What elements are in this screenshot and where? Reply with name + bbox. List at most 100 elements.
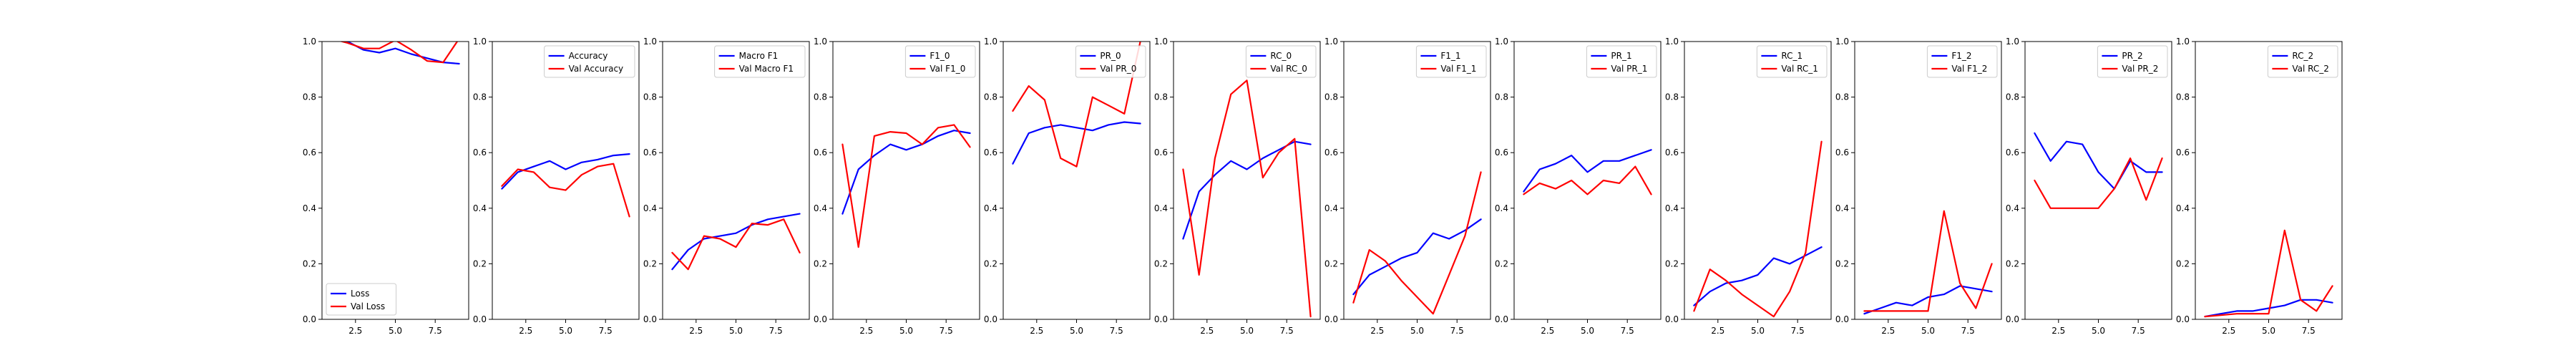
y-tick-label: 0.2 xyxy=(1665,258,1679,268)
y-tick-label: 0.2 xyxy=(2006,258,2019,268)
plot-frame xyxy=(2024,41,2172,320)
legend: RC_0 Val RC_0 xyxy=(1245,45,1317,78)
x-tick-label: 7.5 xyxy=(1450,326,1464,336)
x-tick-label: 5.0 xyxy=(1921,326,1935,336)
y-tick-label: 0.2 xyxy=(2176,258,2190,268)
series-line xyxy=(841,130,971,215)
legend: F1_2 Val F1_2 xyxy=(1926,45,1998,78)
y-tick-label: 0.0 xyxy=(473,314,487,324)
x-tick-label: 7.5 xyxy=(1621,326,1634,336)
plot-frame xyxy=(1513,41,1662,320)
legend-box xyxy=(714,45,806,78)
x-tick-label: 2.5 xyxy=(689,326,703,336)
y-tick-label: 0.4 xyxy=(1665,203,1679,213)
x-tick-label: 5.0 xyxy=(729,326,743,336)
y-tick-label: 0.2 xyxy=(814,258,827,268)
x-tick-label: 7.5 xyxy=(2302,326,2316,336)
y-tick-label: 0.6 xyxy=(814,147,827,158)
legend: Accuracy Val Accuracy xyxy=(544,45,635,78)
y-tick-label: 1.0 xyxy=(2176,37,2190,47)
x-tick-label: 5.0 xyxy=(899,326,913,336)
y-tick-label: 0.8 xyxy=(1835,92,1849,102)
x-tick-label: 2.5 xyxy=(2222,326,2235,336)
legend: F1_1 Val F1_1 xyxy=(1415,45,1487,78)
y-tick-label: 0.8 xyxy=(473,92,487,102)
y-tick-label: 0.2 xyxy=(1324,258,1338,268)
series-line xyxy=(1523,149,1652,193)
legend-label: Accuracy xyxy=(569,51,608,61)
x-tick-label: 2.5 xyxy=(859,326,873,336)
legend-label: RC_0 xyxy=(1270,51,1292,61)
y-tick-label: 0.6 xyxy=(1495,147,1508,158)
y-tick-label: 0.6 xyxy=(1835,147,1849,158)
y-tick-label: 0.4 xyxy=(1324,203,1338,213)
y-tick-label: 0.4 xyxy=(1835,203,1849,213)
legend-label: Val RC_1 xyxy=(1781,64,1818,74)
legend: PR_0 Val PR_0 xyxy=(1075,45,1146,78)
plot-frame xyxy=(662,41,810,320)
series-line xyxy=(2204,299,2333,318)
chart-panel: 0.0 0.2 0.4 0.6 0.8 1.0 2.5 5.0 7.5 Loss Val Loss xyxy=(303,37,469,336)
y-tick-label: 0.8 xyxy=(1665,92,1679,102)
series-line xyxy=(339,42,459,64)
x-tick-label: 7.5 xyxy=(2132,326,2145,336)
series-line xyxy=(2034,132,2163,190)
plot-frame xyxy=(492,41,640,320)
y-tick-label: 0.2 xyxy=(303,258,316,268)
y-tick-label: 1.0 xyxy=(473,37,487,47)
series-line xyxy=(1523,165,1652,195)
series-line xyxy=(1693,140,1823,318)
y-tick-label: 0.6 xyxy=(984,147,997,158)
x-tick-label: 2.5 xyxy=(1370,326,1384,336)
legend-label: PR_2 xyxy=(2122,51,2142,61)
y-tick-label: 0.0 xyxy=(1154,314,1168,324)
y-tick-label: 0.0 xyxy=(1495,314,1508,324)
y-tick-label: 0.8 xyxy=(1495,92,1508,102)
y-tick-label: 0.2 xyxy=(1154,258,1168,268)
plot-frame xyxy=(1854,41,2002,320)
legend-label: Val Loss xyxy=(351,301,385,311)
y-tick-label: 1.0 xyxy=(1154,37,1168,47)
x-tick-label: 2.5 xyxy=(519,326,532,336)
legend-label: Loss xyxy=(351,289,369,299)
series-line xyxy=(671,213,801,271)
plot-frame xyxy=(1002,41,1151,320)
legend-label: Val RC_0 xyxy=(1270,64,1307,74)
y-tick-label: 0.0 xyxy=(303,314,316,324)
series-line xyxy=(501,153,630,190)
y-tick-label: 0.2 xyxy=(1835,258,1849,268)
x-tick-label: 5.0 xyxy=(1751,326,1765,336)
y-tick-label: 1.0 xyxy=(1495,37,1508,47)
x-tick-label: 5.0 xyxy=(2092,326,2105,336)
y-tick-label: 0.8 xyxy=(643,92,657,102)
x-tick-label: 5.0 xyxy=(1410,326,1424,336)
y-tick-label: 0.6 xyxy=(303,147,316,158)
legend: PR_2 Val PR_2 xyxy=(2097,45,2168,78)
y-tick-label: 0.4 xyxy=(984,203,997,213)
legend: RC_1 Val RC_1 xyxy=(1756,45,1828,78)
chart-panel: 0.0 0.2 0.4 0.6 0.8 1.0 2.5 5.0 7.5 RC_1 Val RC_1 xyxy=(1665,37,1832,336)
chart-panel: 0.0 0.2 0.4 0.6 0.8 1.0 2.5 5.0 7.5 Accuracy Val A… xyxy=(473,37,640,336)
legend: F1_0 Val F1_0 xyxy=(904,45,976,78)
y-tick-label: 0.4 xyxy=(1495,203,1508,213)
y-tick-label: 0.4 xyxy=(2176,203,2190,213)
series-line xyxy=(343,42,460,65)
y-tick-label: 0.8 xyxy=(303,92,316,102)
legend-label: PR_0 xyxy=(1100,51,1121,61)
y-tick-label: 0.0 xyxy=(984,314,997,324)
series-line xyxy=(1182,140,1312,240)
chart-panel: 0.0 0.2 0.4 0.6 0.8 1.0 2.5 5.0 7.5 F1_0 Val F1_0 xyxy=(814,37,980,336)
series-line xyxy=(1352,218,1482,296)
y-tick-label: 0.8 xyxy=(2176,92,2190,102)
y-tick-label: 0.6 xyxy=(1154,147,1168,158)
legend-label: F1_0 xyxy=(930,51,950,61)
legend-label: Val Macro F1 xyxy=(739,64,794,74)
chart-panel: 0.0 0.2 0.4 0.6 0.8 1.0 2.5 5.0 7.5 RC_0 Val RC_0 xyxy=(1154,37,1321,336)
legend-label: Val Accuracy xyxy=(569,64,624,74)
y-tick-label: 1.0 xyxy=(2006,37,2019,47)
chart-panel: 0.0 0.2 0.4 0.6 0.8 1.0 2.5 5.0 7.5 RC_2 Val RC_2 xyxy=(2176,37,2343,336)
y-tick-label: 0.2 xyxy=(473,258,487,268)
y-tick-label: 0.6 xyxy=(1665,147,1679,158)
x-tick-label: 2.5 xyxy=(1200,326,1214,336)
